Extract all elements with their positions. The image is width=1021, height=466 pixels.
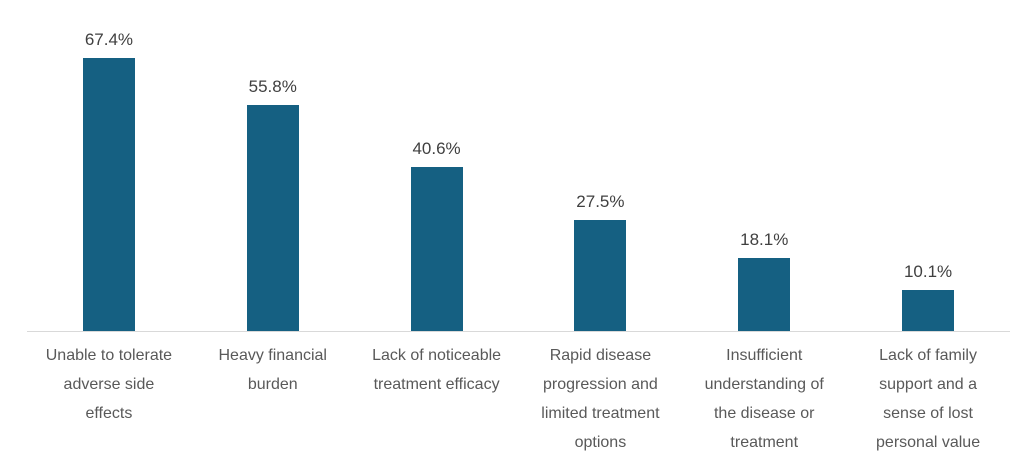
bar-column: 10.1% — [846, 0, 1010, 331]
bar — [574, 219, 627, 331]
plot-area: 67.4% 55.8% 40.6% 27.5% 18.1% 10.1% — [27, 0, 1010, 331]
bar — [82, 58, 135, 331]
category-label: Lack of noticeable treatment efficacy — [372, 347, 502, 393]
bar-column: 18.1% — [682, 0, 846, 331]
bar — [902, 290, 955, 331]
category-label: Heavy financial burden — [218, 347, 327, 393]
bar-column: 40.6% — [355, 0, 519, 331]
category-label: Insufficient understanding of the diseas… — [704, 347, 824, 451]
category-label: Rapid disease progression and limited tr… — [541, 347, 660, 451]
category-label: Unable to tolerate adverse side effects — [45, 347, 173, 422]
bar-column: 67.4% — [27, 0, 191, 331]
x-axis-labels: Unable to tolerate adverse side effects … — [27, 332, 1010, 457]
bar — [410, 166, 463, 331]
bar-column: 55.8% — [191, 0, 355, 331]
bar-value-label: 55.8% — [248, 77, 297, 96]
bar — [738, 257, 791, 331]
bar-value-label: 18.1% — [740, 229, 789, 249]
bar-value-label: 40.6% — [412, 138, 461, 158]
bar-value-label: 67.4% — [84, 30, 134, 49]
bar-value-label: 10.1% — [903, 262, 953, 282]
bar — [246, 105, 299, 331]
x-axis-line — [27, 331, 1010, 332]
category-label: Lack of family support and a sense of lo… — [876, 347, 981, 451]
bar-value-label: 27.5% — [576, 191, 625, 211]
bar-column: 27.5% — [518, 0, 682, 331]
bar-chart: 67.4% 55.8% 40.6% 27.5% 18.1% 10.1% Unab… — [27, 0, 1010, 466]
